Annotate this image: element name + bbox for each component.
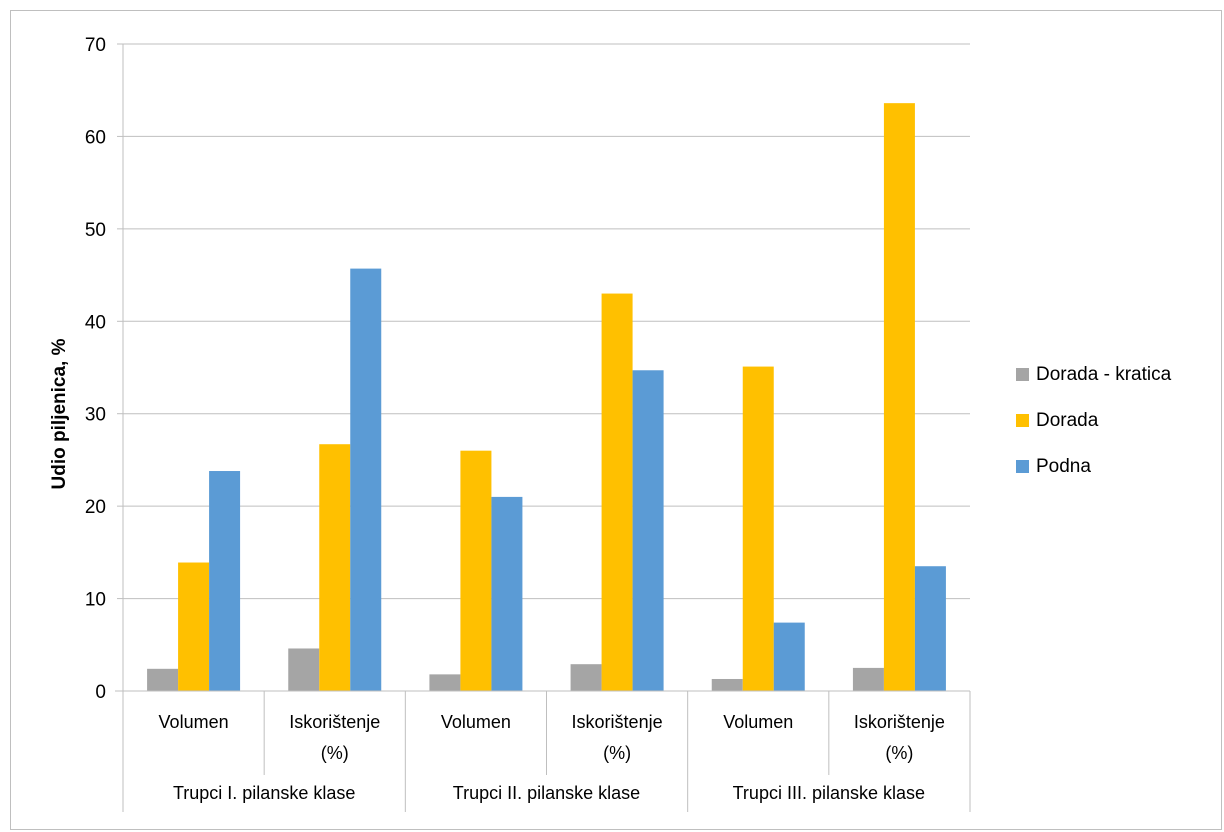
bar <box>491 496 523 691</box>
bar <box>319 444 351 691</box>
x-category-label: Iskorištenje (%) <box>854 712 945 763</box>
bar <box>914 566 946 691</box>
y-tick-label: 40 <box>85 312 106 333</box>
x-category-labels: Volumen Iskorištenje (%) Volumen Iskorištenj… <box>159 712 945 763</box>
x-group-label: Trupci I. pilanske klase <box>173 783 355 803</box>
bar <box>147 668 179 691</box>
y-tick-labels: 0 10 20 30 40 50 60 70 <box>85 35 106 703</box>
bar <box>178 562 210 691</box>
gridlines <box>123 43 970 600</box>
x-category-label: Iskorištenje (%) <box>572 712 663 763</box>
bar <box>209 471 241 691</box>
legend-label: Dorada <box>1036 410 1099 431</box>
axes <box>115 43 971 812</box>
y-tick-label: 70 <box>85 35 106 56</box>
x-group-label: Trupci II. pilanske klase <box>453 783 640 803</box>
x-group-label: Trupci III. pilanske klase <box>733 783 925 803</box>
bar <box>742 366 774 691</box>
x-category-label: Iskorištenje (%) <box>289 712 380 763</box>
y-tick-label: 0 <box>95 682 106 703</box>
y-tick-label: 50 <box>85 220 106 241</box>
x-category-label: Volumen <box>441 712 511 732</box>
bar <box>460 450 492 691</box>
y-tick-label: 10 <box>85 590 106 611</box>
legend-swatch <box>1016 414 1029 427</box>
bar <box>429 674 461 691</box>
bar <box>570 664 602 691</box>
legend-swatch <box>1016 460 1029 473</box>
bars <box>147 103 946 691</box>
x-category-label: Volumen <box>159 712 229 732</box>
y-axis-title: Udio piljenica, % <box>49 338 70 489</box>
x-group-labels: Trupci I. pilanske klase Trupci II. pilan… <box>173 783 925 803</box>
y-tick-label: 30 <box>85 405 106 426</box>
legend-swatch <box>1016 368 1029 381</box>
legend-label: Dorada - kratica <box>1036 364 1172 385</box>
bar <box>883 103 915 691</box>
bar <box>601 293 633 691</box>
x-category-label: Volumen <box>723 712 793 732</box>
bar <box>711 678 743 691</box>
bar <box>632 370 664 691</box>
y-tick-label: 60 <box>85 127 106 148</box>
y-tick-label: 20 <box>85 497 106 518</box>
bar <box>350 268 382 691</box>
bar <box>773 622 805 691</box>
legend-label: Podna <box>1036 456 1091 477</box>
bar <box>288 648 320 691</box>
bar <box>852 667 884 691</box>
legend: Dorada - kratica Dorada Podna <box>1016 364 1172 477</box>
